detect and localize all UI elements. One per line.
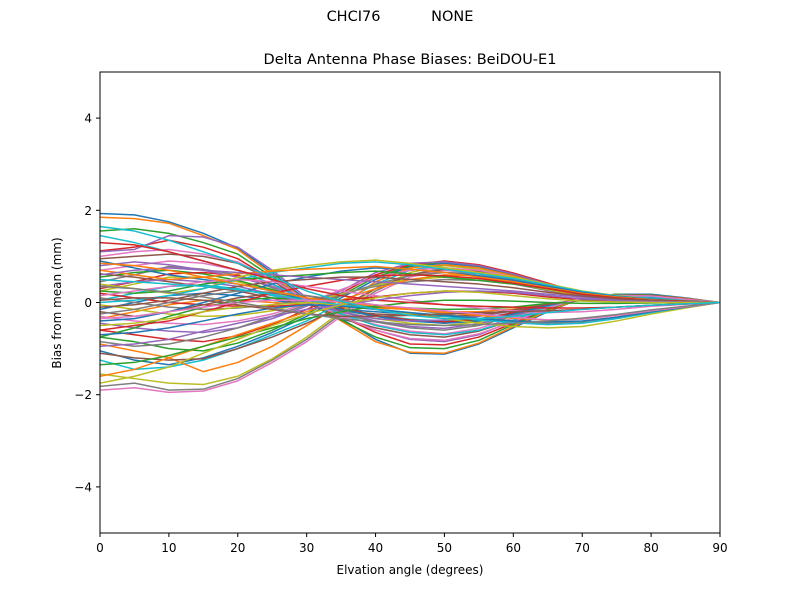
x-tick-label: 20 [230, 541, 245, 555]
x-axis-label: Elvation angle (degrees) [337, 563, 484, 577]
figure-suptitle: CHCI76 NONE [326, 9, 474, 25]
x-tick-label: 0 [96, 541, 104, 555]
plot-area [100, 212, 720, 394]
x-tick-label: 30 [299, 541, 314, 555]
x-tick-label: 80 [643, 541, 658, 555]
y-tick-label: −4 [74, 480, 92, 494]
chart-title: Delta Antenna Phase Biases: BeiDOU-E1 [264, 52, 557, 68]
series-line [100, 301, 720, 336]
series-line [100, 276, 720, 308]
series-line [100, 301, 720, 329]
x-tick-label: 40 [368, 541, 383, 555]
y-tick-label: −2 [74, 388, 92, 402]
x-tick-label: 90 [712, 541, 727, 555]
y-axis-label: Bias from mean (mm) [50, 237, 64, 368]
x-tick-label: 60 [506, 541, 521, 555]
x-tick-label: 10 [161, 541, 176, 555]
series-line [100, 285, 720, 327]
y-tick-label: 4 [84, 112, 92, 126]
y-tick-label: 2 [84, 204, 92, 218]
x-tick-label: 70 [575, 541, 590, 555]
axes: 0 10 20 30 40 50 60 70 80 90 −4 −2 0 2 4 [74, 71, 728, 555]
series-line [100, 299, 720, 321]
x-tick-label: 50 [437, 541, 452, 555]
series-line [100, 290, 720, 348]
y-tick-label: 0 [84, 296, 92, 310]
series-line [100, 225, 720, 320]
series-line [100, 278, 720, 314]
series-line [100, 227, 720, 350]
series-line [100, 290, 720, 384]
